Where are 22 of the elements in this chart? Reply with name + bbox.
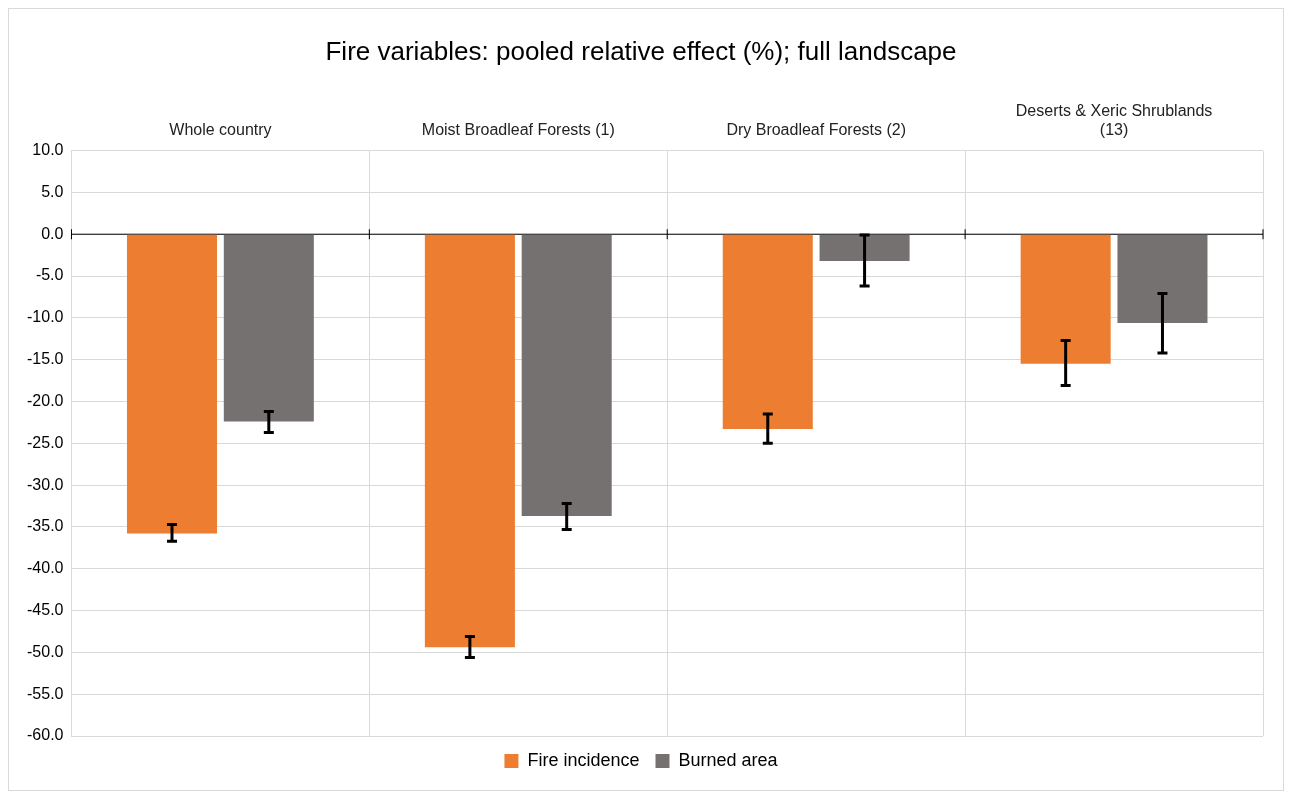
y-tick-label: -25.0 <box>27 433 64 451</box>
chart-title: Fire variables: pooled relative effect (%); full landscape <box>325 35 957 66</box>
y-tick-label: -60.0 <box>27 726 64 744</box>
y-tick-label: -5.0 <box>35 266 64 284</box>
y-tick-label: -20.0 <box>27 391 64 409</box>
y-tick-label: -50.0 <box>27 642 64 660</box>
x-tick-label: Moist Broadleaf Forests (1) <box>421 121 615 139</box>
y-tick-label: -55.0 <box>27 684 64 702</box>
y-tick-label: -35.0 <box>27 517 64 535</box>
y-tick-label: -10.0 <box>27 308 64 326</box>
y-tick-label: 5.0 <box>41 182 64 200</box>
y-tick-label: 0.0 <box>41 224 64 242</box>
y-tick-label: -40.0 <box>27 559 64 577</box>
x-tick-label: Whole country <box>169 121 272 139</box>
legend-label: Burned area <box>678 749 779 770</box>
y-tick-label: -30.0 <box>27 475 64 493</box>
y-tick-label: -45.0 <box>27 600 64 618</box>
legend-label: Fire incidence <box>527 749 640 770</box>
x-tick-label: Dry Broadleaf Forests (2) <box>726 121 906 139</box>
x-tick-label: Deserts & Xeric Shrublands (13) <box>1015 102 1213 139</box>
y-tick-label: 10.0 <box>32 141 64 159</box>
y-tick-label: -15.0 <box>27 350 64 368</box>
